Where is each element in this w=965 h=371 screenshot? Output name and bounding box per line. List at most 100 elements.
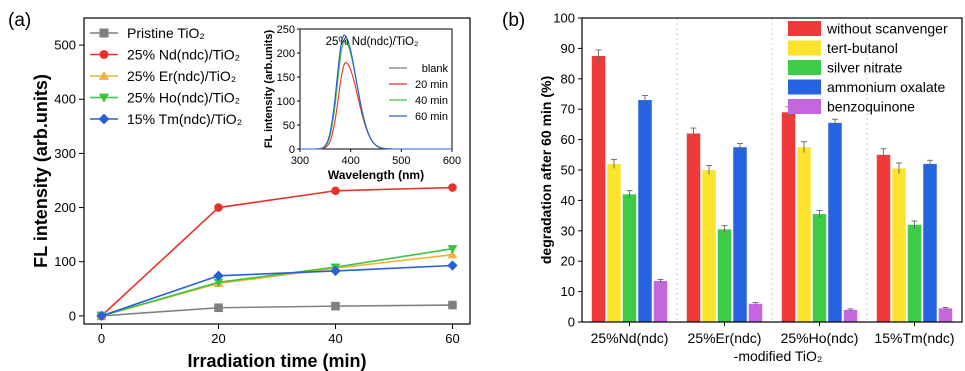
- data-point: [330, 265, 341, 277]
- bar: [923, 163, 937, 322]
- legend-swatch: [788, 40, 821, 56]
- y-tick-label: 200: [54, 200, 76, 215]
- inset-ticks: 300 400 500 600 0 50 100 150 200 250: [277, 24, 462, 167]
- inset-x-tick-label: 500: [392, 155, 410, 167]
- inset-x-tick-label: 300: [291, 155, 309, 167]
- data-point: [448, 183, 457, 192]
- y-tick-label: 60: [561, 132, 575, 147]
- x-tick-label: 0: [98, 331, 105, 346]
- legend-label: Pristine TiO₂: [127, 25, 205, 41]
- panel-b-legend: without scanvenger tert-butanol silver nit…: [788, 21, 948, 115]
- panel-b-label: (b): [502, 10, 525, 31]
- bar: [717, 229, 732, 322]
- inset-y-tick-label: 250: [277, 24, 295, 36]
- inset-chart: 300 400 500 600 0 50 100 150 200 250 25% Nd(ndc)/…: [263, 24, 461, 182]
- data-point: [447, 245, 458, 254]
- inset-legend: blank 20 min 40 min 60 min: [389, 63, 449, 123]
- panel-b-xlabel: -modified TiO₂: [734, 348, 823, 364]
- inset-ylabel: FL intensity (arb.units): [263, 29, 275, 148]
- y-tick-label: 30: [561, 223, 575, 238]
- category-label: 25%Ho(ndc): [781, 330, 859, 346]
- y-tick-label: 100: [553, 11, 575, 26]
- bar: [781, 112, 796, 323]
- data-point: [96, 310, 107, 322]
- inset-series: [300, 34, 452, 150]
- bar: [907, 224, 922, 322]
- data-point: [214, 203, 223, 212]
- panel-a-series: [96, 183, 458, 322]
- bar: [892, 168, 906, 322]
- legend-label: 25% Ho(ndc)/TiO₂: [127, 90, 240, 106]
- legend-label: 25% Er(ndc)/TiO₂: [127, 68, 236, 84]
- inset-y-tick-label: 50: [283, 120, 295, 132]
- bar: [843, 309, 858, 322]
- inset-y-tick-label: 200: [277, 48, 295, 60]
- bar: [797, 147, 811, 322]
- legend-label: tert-butanol: [827, 40, 898, 56]
- data-point: [213, 278, 224, 288]
- bar: [938, 308, 953, 322]
- data-point: [447, 260, 458, 271]
- panel-a-legend: Pristine TiO₂ 25% Nd(ndc)/TiO₂ 25% Er(ndc)…: [90, 25, 242, 127]
- inset-series-line: [300, 34, 452, 150]
- data-point: [213, 270, 224, 281]
- bar: [638, 100, 652, 322]
- x-tick-label: 20: [211, 331, 225, 346]
- inset-legend-label: 20 min: [415, 79, 448, 91]
- data-point: [331, 301, 340, 311]
- bar: [622, 194, 637, 322]
- panel-b-ticks: 0 10 20 30 40 50 60 70 80 90 100 25%Nd(ndc) 25%Er(nd…: [553, 11, 954, 347]
- legend-marker: [99, 28, 109, 38]
- inset-x-tick-label: 600: [443, 155, 461, 167]
- category-label: 15%Tm(ndc): [874, 330, 954, 346]
- legend-marker: [98, 113, 110, 125]
- bar: [812, 214, 827, 322]
- legend-label: ammonium oxalate: [827, 79, 945, 95]
- legend-label: 15% Tm(ndc)/TiO₂: [127, 111, 242, 127]
- bar: [748, 303, 763, 322]
- inset-y-tick-label: 150: [277, 72, 295, 84]
- inset-legend-label: blank: [422, 63, 449, 75]
- data-point: [448, 300, 457, 310]
- panel-a-ylabel: FL intensity (arb.units): [31, 74, 51, 268]
- y-tick-label: 50: [561, 163, 575, 178]
- inset-legend-label: 60 min: [415, 111, 448, 123]
- bar: [653, 280, 668, 322]
- y-tick-label: 100: [54, 254, 76, 269]
- y-tick-label: 0: [69, 308, 76, 323]
- data-point: [214, 303, 223, 313]
- panel-b-bars: [591, 49, 953, 323]
- legend-swatch: [788, 79, 821, 95]
- bar: [702, 170, 716, 322]
- bar: [876, 154, 891, 322]
- y-tick-label: 500: [54, 38, 76, 53]
- bar: [591, 56, 606, 322]
- category-label: 25%Er(ndc): [688, 330, 762, 346]
- inset-x-tick-label: 400: [341, 155, 359, 167]
- y-tick-label: 90: [561, 41, 575, 56]
- legend-label: without scanvenger: [826, 21, 948, 37]
- panel-b-frame: [581, 17, 963, 323]
- legend-marker: [98, 93, 110, 103]
- panel-a-frame: [83, 17, 471, 325]
- legend-swatch: [788, 21, 821, 36]
- panel-b-ylabel: degradation after 60 min (%): [538, 76, 554, 264]
- bar: [607, 163, 621, 322]
- y-tick-label: 10: [561, 284, 575, 299]
- series-line: [101, 186, 453, 317]
- y-tick-label: 70: [561, 102, 575, 117]
- legend-label: silver nitrate: [827, 60, 903, 76]
- data-point: [447, 249, 458, 259]
- y-tick-label: 80: [561, 71, 575, 86]
- inset-legend-label: 40 min: [415, 95, 448, 107]
- series-line: [101, 304, 453, 317]
- bar: [828, 122, 842, 322]
- legend-label: 25% Nd(ndc)/TiO₂: [127, 47, 240, 63]
- series-line: [101, 264, 453, 317]
- bar: [686, 133, 701, 322]
- series-line: [101, 247, 453, 317]
- inset-title: 25% Nd(ndc)/TiO₂: [326, 36, 419, 48]
- inset-series-line: [300, 34, 452, 150]
